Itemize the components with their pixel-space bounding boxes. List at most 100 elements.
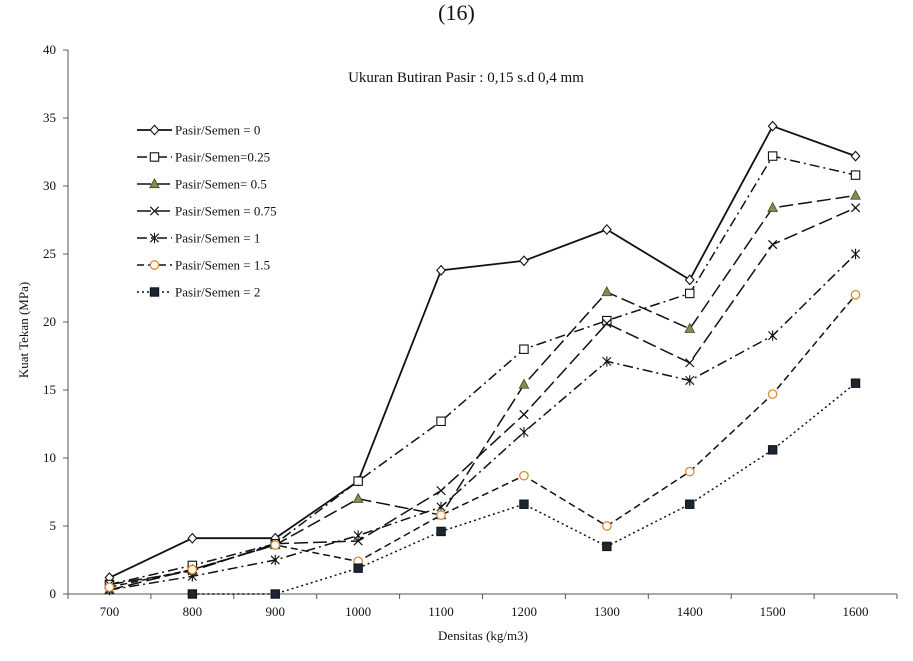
series-line [109,194,856,591]
data-point-2-9 [767,151,778,161]
data-point-6-8 [684,466,695,477]
data-point-7-7 [602,541,612,552]
y-tick-label: 10 [43,450,56,465]
data-point-2-10 [850,170,861,180]
data-point-6-3 [270,540,281,550]
y-tick-label: 15 [43,382,56,397]
y-tick-label: 35 [43,110,56,125]
data-point-legend-7 [149,287,160,297]
x-tick-label: 1000 [345,604,371,619]
data-point-7-5 [436,526,446,537]
data-point-7-6 [519,499,529,509]
legend-label: Pasir/Semen = 0.75 [175,204,277,219]
x-axis-title: Densitas (kg/m3) [438,628,528,643]
series-7 [187,378,861,599]
data-point-legend-5 [149,232,160,244]
data-point-6-1 [104,582,115,593]
data-point-7-4 [353,563,363,573]
page-top-fragment: (16) [438,0,475,25]
data-point-4-9 [768,239,778,250]
x-tick-label: 1400 [677,604,703,619]
y-axis-title: Kuat Tekan (MPa) [16,282,31,378]
legend-label: Pasir/Semen = 2 [175,285,260,300]
data-point-5-6 [519,426,529,438]
series-layer [104,120,861,599]
legend-item: Pasir/Semen=0.25 [137,150,270,165]
data-point-4-5 [436,486,446,496]
y-ticks: 0 5 10 15 20 25 30 35 40 [43,42,68,601]
data-point-legend-3 [149,177,160,189]
data-point-legend-1 [149,124,160,136]
x-tick-label: 1600 [843,604,869,619]
data-point-6-6 [519,470,529,481]
data-point-2-6 [519,344,529,354]
data-point-2-5 [436,416,446,427]
series-line [109,155,856,586]
y-tick-label: 0 [50,586,57,601]
legend: Pasir/Semen = 0 Pasir/Semen=0.25 Pasir/Sem… [137,123,277,300]
data-point-7-9 [767,445,778,455]
legend-item: Pasir/Semen = 0 [137,123,260,138]
data-point-7-2 [187,589,198,599]
x-tick-label: 1500 [760,604,786,619]
data-point-4-6 [519,409,529,420]
x-tick-label: 800 [183,604,203,619]
legend-label: Pasir/Semen = 0 [175,123,260,138]
legend-label: Pasir/Semen=0.25 [175,150,270,165]
series-line [192,382,857,595]
data-point-2-4 [353,476,363,486]
data-point-6-2 [187,564,198,575]
data-point-7-3 [270,589,280,599]
y-tick-label: 5 [50,518,57,533]
data-point-5-8 [685,375,695,386]
legend-item: Pasir/Semen = 1.5 [137,258,270,273]
data-point-2-8 [684,288,695,299]
data-point-3-8 [684,322,696,333]
y-tick-label: 30 [43,178,56,193]
data-point-5-3 [270,554,280,566]
chart-title: Ukuran Butiran Pasir : 0,15 s.d 0,4 mm [348,70,584,86]
x-tick-label: 1100 [428,604,454,619]
data-point-5-7 [602,356,612,367]
x-tick-label: 900 [266,604,286,619]
data-point-1-6 [519,255,529,267]
data-point-1-10 [850,150,861,162]
data-point-7-8 [685,499,695,509]
series-5 [104,248,861,596]
x-tick-label: 1200 [511,604,537,619]
data-point-legend-6 [149,260,160,270]
x-ticks: 700 800 900 1000 1100 1200 1300 1400 1500 1600 [67,594,898,619]
data-point-3-4 [352,492,364,503]
data-point-1-7 [601,223,612,236]
series-line [109,294,857,588]
data-point-5-4 [353,530,363,541]
series-line [109,253,857,591]
data-point-5-9 [768,330,778,341]
data-point-5-10 [850,248,861,260]
data-point-3-9 [767,201,779,212]
data-point-1-2 [187,532,198,544]
series-6 [104,289,861,593]
data-point-3-6 [518,378,530,389]
data-point-6-10 [850,289,861,300]
data-point-1-9 [767,120,778,132]
legend-item: Pasir/Semen= 0.5 [137,177,267,192]
legend-item: Pasir/Semen = 2 [137,285,260,300]
legend-item: Pasir/Semen = 0.75 [137,204,277,219]
x-tick-label: 700 [100,604,120,619]
data-point-2-7 [602,315,612,326]
data-point-7-10 [850,378,861,388]
legend-label: Pasir/Semen = 1.5 [175,258,270,273]
data-point-6-7 [601,521,612,531]
data-point-6-5 [436,510,446,520]
data-point-4-8 [685,358,695,368]
legend-label: Pasir/Semen = 1 [175,231,260,246]
data-point-3-10 [850,189,861,200]
y-tick-label: 25 [43,246,56,261]
legend-item: Pasir/Semen = 1 [137,231,260,246]
data-point-3-7 [601,286,613,297]
data-point-1-8 [684,274,695,286]
y-tick-label: 40 [43,42,56,57]
data-point-4-10 [850,203,861,213]
